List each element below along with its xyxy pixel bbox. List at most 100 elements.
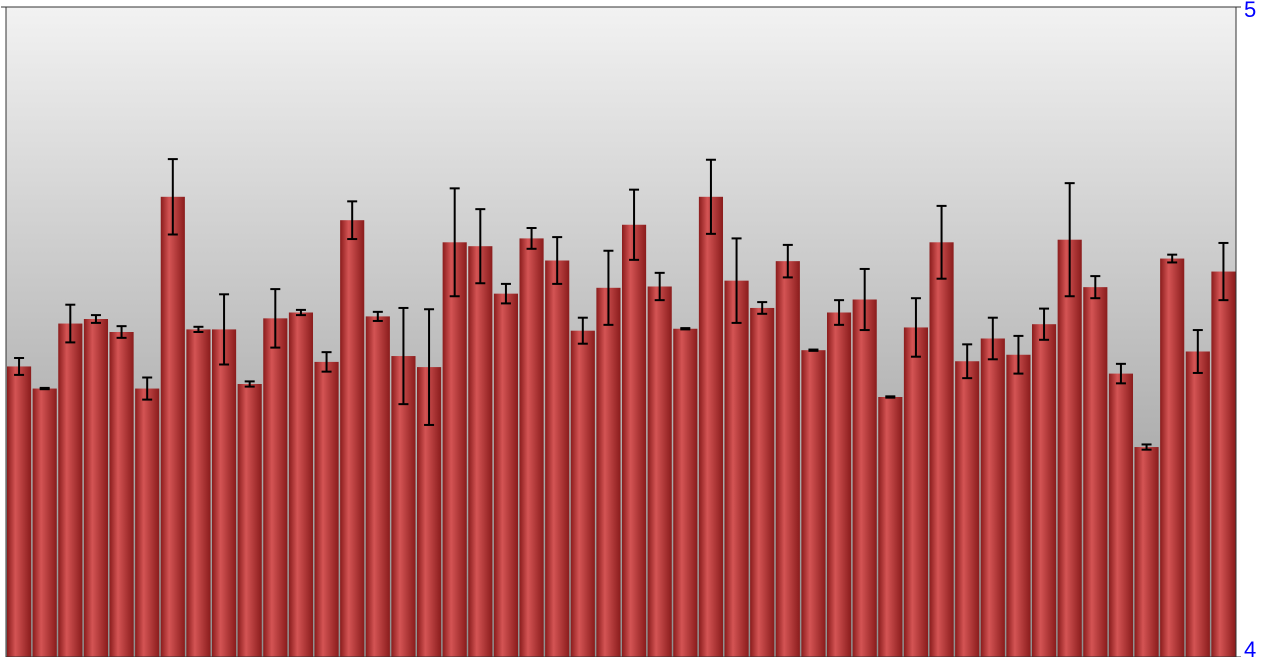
error-bar — [142, 376, 153, 401]
bar — [288, 312, 314, 657]
bar — [212, 329, 237, 657]
error-bar — [885, 395, 896, 399]
bar — [801, 350, 826, 657]
bar — [1108, 373, 1134, 657]
error-bar — [1192, 329, 1203, 374]
error-bar — [39, 386, 50, 391]
error-bar — [449, 187, 460, 298]
error-bar — [910, 297, 921, 358]
bar — [878, 397, 903, 657]
bar — [852, 299, 877, 657]
error-bar — [424, 308, 435, 426]
error-bar — [116, 325, 127, 339]
error-bar — [1039, 307, 1050, 341]
bar — [545, 260, 570, 657]
error-bar — [1167, 253, 1178, 264]
plot-background — [6, 7, 1236, 657]
bar — [1006, 354, 1031, 657]
bar — [1134, 447, 1159, 657]
bar — [519, 238, 544, 657]
error-bar — [1064, 182, 1075, 298]
bar — [186, 329, 211, 657]
error-bar — [321, 351, 332, 373]
y-tick-label: 5 — [1244, 0, 1256, 22]
error-bar — [526, 227, 537, 250]
error-bar — [1115, 362, 1126, 385]
bar — [391, 356, 416, 657]
error-bar — [270, 288, 281, 349]
error-bar — [500, 282, 511, 305]
error-bar — [705, 158, 716, 235]
bar — [493, 293, 519, 657]
error-bar — [782, 243, 793, 279]
bar — [1083, 287, 1108, 657]
bar — [340, 220, 365, 657]
bar — [7, 366, 32, 657]
error-bar — [936, 204, 947, 280]
bar — [468, 246, 493, 657]
bar — [237, 384, 262, 657]
bar — [724, 280, 749, 657]
bar — [775, 261, 800, 657]
error-bar — [90, 314, 101, 324]
error-bar — [167, 158, 178, 236]
bar — [314, 361, 339, 657]
y-tick-label: 4 — [1244, 637, 1256, 657]
bar — [827, 312, 852, 657]
error-bar — [65, 303, 76, 344]
error-bar — [219, 293, 230, 366]
error-bar — [244, 380, 255, 388]
bar — [929, 242, 954, 658]
error-bar — [603, 249, 614, 326]
error-bar — [1141, 443, 1152, 451]
bar — [1160, 258, 1185, 657]
bar — [980, 338, 1005, 657]
bar — [365, 316, 390, 657]
error-bar — [295, 308, 306, 317]
error-bar — [347, 200, 358, 241]
error-bar — [1218, 241, 1229, 302]
bar — [263, 318, 288, 657]
bar — [1032, 324, 1057, 657]
error-bar — [731, 237, 742, 324]
bar — [903, 327, 929, 657]
bar — [160, 196, 185, 658]
bar — [698, 196, 724, 658]
bar — [1185, 351, 1210, 657]
error-bar — [859, 267, 870, 332]
bar — [647, 286, 672, 657]
bar — [1211, 271, 1236, 657]
bar — [673, 328, 698, 657]
bar — [58, 323, 83, 657]
bar — [109, 332, 134, 657]
error-bar — [757, 301, 768, 315]
bar — [135, 388, 160, 657]
error-bar — [1090, 275, 1101, 300]
error-bar — [654, 271, 665, 302]
error-bar — [475, 208, 486, 285]
error-bar — [1013, 334, 1024, 375]
error-bar — [552, 236, 563, 285]
bar — [570, 330, 595, 657]
bar — [1057, 239, 1082, 657]
error-bar — [987, 316, 998, 361]
error-bar — [14, 357, 25, 376]
error-bars-layer — [14, 158, 1229, 451]
bar — [83, 319, 109, 657]
error-bar — [680, 327, 691, 331]
error-bar — [398, 306, 409, 406]
error-bar — [372, 310, 383, 322]
bar — [32, 388, 57, 657]
bar — [442, 242, 467, 658]
error-bar — [808, 348, 819, 352]
error-bar — [193, 325, 204, 333]
bars-layer — [7, 196, 1236, 658]
bar — [622, 224, 647, 657]
error-bar — [629, 188, 640, 261]
bar — [750, 307, 775, 657]
bar — [596, 287, 621, 657]
bar — [955, 361, 980, 657]
